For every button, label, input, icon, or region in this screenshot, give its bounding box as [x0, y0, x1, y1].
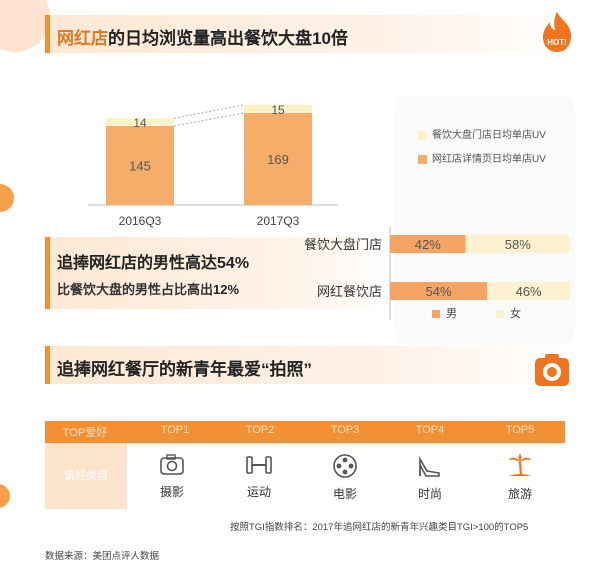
bar-segment: [390, 235, 466, 253]
hot-flame-icon: HOT!: [543, 12, 571, 52]
svg-text:HOT!: HOT!: [547, 38, 567, 47]
decorative-circle: [0, 0, 50, 52]
title-highlight: 网红店: [57, 29, 108, 48]
male-subline-value: 12%: [213, 282, 240, 297]
row-label-cell: 偏好类目: [45, 443, 127, 509]
bar-value-label: 169: [267, 152, 289, 167]
palm-tree-icon: [509, 454, 531, 476]
legend-item-female: 女: [496, 305, 521, 321]
male-headline: 追捧网红店的男性高达54%: [57, 249, 249, 273]
header-top5: TOP5: [505, 424, 535, 436]
bar-value-label: 42%: [415, 237, 441, 252]
camera-icon: [160, 454, 184, 475]
bar-segment: [244, 104, 312, 113]
section2-banner: 追捧网红店的男性高达54% 比餐饮大盘的男性占比高出12%: [45, 237, 385, 309]
bar-value-label: 58%: [505, 237, 531, 252]
data-source: 数据来源：美团点评人数据: [45, 551, 160, 562]
legend-swatch: [496, 310, 504, 319]
category-label: 运动: [246, 485, 271, 499]
decorative-dot: [0, 184, 14, 212]
header-top3: TOP3: [330, 424, 360, 436]
header-top2: TOP2: [245, 424, 275, 436]
section3-title-quote: “拍照”: [261, 360, 312, 379]
male-subline: 比餐饮大盘的男性占比高出12%: [57, 279, 239, 298]
ranking-note: 按照TGI指数排名：2017年追网红店的新青年兴趣类目TGI>100的TOP5: [230, 522, 529, 533]
bar-segment: [106, 118, 174, 126]
category-travel: 旅游: [490, 453, 550, 502]
category-movies: 电影: [315, 453, 375, 502]
category-sports: 运动: [229, 453, 289, 500]
legend-swatch: [418, 154, 427, 164]
male-headline-value: 54%: [217, 255, 250, 272]
header-top1: TOP1: [160, 424, 190, 436]
male-subline-text: 比餐饮大盘的男性占比高出: [57, 282, 214, 297]
dumbbell-icon: [246, 456, 272, 474]
y-tick-label: 餐饮大盘门店: [304, 237, 382, 252]
bar-segment: [390, 282, 488, 300]
male-headline-text: 追捧网红店的男性高达: [57, 255, 218, 272]
title-rest: 的日均浏览量高出餐饮大盘10倍: [108, 29, 348, 48]
bar-segment: [465, 235, 570, 253]
banner-accent-bar: [45, 346, 50, 384]
y-tick-label: 网红餐饮店: [317, 284, 382, 299]
legend-swatch: [418, 130, 427, 140]
legend-label: 网红店详情页日均单店UV: [432, 154, 546, 165]
legend-label: 餐饮大盘门店日均单店UV: [432, 130, 546, 141]
category-label: 摄影: [159, 485, 184, 499]
row-label-text: 偏好类目: [64, 470, 108, 482]
banner-accent-bar: [45, 15, 50, 53]
legend-item-wanghong: 网红店详情页日均单店UV: [418, 150, 546, 165]
section1-banner: 网红店的日均浏览量高出餐饮大盘10倍: [45, 15, 565, 53]
high-heel-icon: [419, 456, 440, 477]
banner-accent-bar: [45, 237, 50, 309]
category-label: 电影: [332, 487, 357, 501]
legend-item-dapan: 餐饮大盘门店日均单店UV: [418, 126, 546, 141]
bar-value-label: 14: [133, 116, 147, 130]
hobby-table-header: TOP爱好 TOP1 TOP2 TOP3 TOP4 TOP5: [45, 421, 565, 443]
section1-title: 网红店的日均浏览量高出餐饮大盘10倍: [57, 24, 348, 49]
x-tick-label: 2017Q3: [257, 214, 300, 228]
header-top4: TOP4: [415, 424, 445, 436]
camera-badge-icon: [535, 354, 569, 386]
bar-value-label: 145: [129, 158, 151, 173]
category-fashion: 时尚: [400, 453, 460, 502]
legend-swatch: [432, 310, 440, 319]
category-label: 旅游: [507, 487, 532, 501]
category-photography: 摄影: [142, 453, 202, 500]
uv-stacked-bar-chart: 145 14 2016Q3 169 15 2017Q3: [88, 103, 338, 228]
bar-segment: [106, 125, 174, 205]
bar-value-label: 15: [271, 103, 285, 117]
legend-label: 男: [446, 308, 457, 320]
x-tick-label: 2016Q3: [119, 214, 162, 228]
bar-value-label: 54%: [426, 284, 452, 299]
decorative-dot: [0, 484, 10, 508]
legend-item-male: 男: [432, 305, 457, 321]
connector-line: [173, 112, 245, 127]
bar-value-label: 46%: [516, 284, 542, 299]
bar-segment: [244, 112, 312, 205]
header-top-hobby: TOP爱好: [62, 427, 108, 439]
bar-segment: [487, 282, 570, 300]
legend-label: 女: [510, 308, 521, 320]
film-reel-icon: [333, 454, 357, 478]
section3-banner: 追捧网红餐厅的新青年最爱“拍照”: [45, 346, 565, 384]
gender-share-bar-chart: 42% 58% 餐饮大盘门店 54% 46% 网红餐饮店: [304, 227, 570, 320]
section3-title-text: 追捧网红餐厅的新青年最爱: [57, 360, 261, 379]
section3-title: 追捧网红餐厅的新青年最爱“拍照”: [57, 355, 312, 380]
category-label: 时尚: [417, 487, 442, 501]
connector-line: [173, 104, 245, 119]
